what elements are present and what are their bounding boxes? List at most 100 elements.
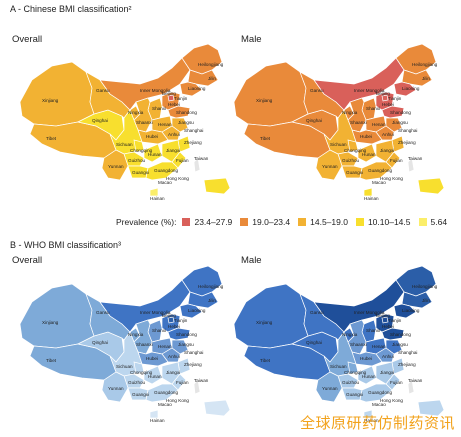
province-label-ningxia: Ningxia: [342, 110, 358, 115]
province-islands: [203, 399, 231, 417]
province-label-shandong: Shandong: [390, 110, 411, 115]
province-label-ningxia: Ningxia: [128, 332, 144, 337]
province-label-yunnan: Yunnan: [322, 164, 338, 169]
legend-swatch: [182, 218, 191, 226]
province-beijing: [381, 94, 389, 102]
watermark-text: 全球原研药仿制药资讯: [299, 414, 455, 432]
province-label-tibet: Tibet: [260, 136, 271, 141]
province-liaoning: [393, 303, 417, 319]
province-label-heilongjiang: Heilongjiang: [412, 284, 438, 289]
section-a-heading: A - Chinese BMI classification²: [10, 4, 132, 14]
province-hunan: [143, 143, 163, 163]
province-xinjiang: [19, 283, 95, 349]
province-label-anhui: Anhui: [168, 354, 180, 359]
province-label-sichuan: Sichuan: [116, 364, 133, 369]
province-shaanxi: [347, 319, 367, 355]
province-islands: [203, 177, 231, 195]
province-label-zhejiang: Zhejiang: [398, 362, 416, 367]
province-hubei: [351, 129, 383, 145]
province-taiwan: [193, 379, 201, 395]
province-label-beijing: Beijing: [162, 91, 176, 96]
province-label-sichuan: Sichuan: [330, 142, 347, 147]
province-label-henan: Henan: [158, 122, 172, 127]
province-jiangsu: [385, 339, 403, 355]
legend-item: 14.5–19.0: [298, 217, 348, 227]
province-yunnan: [315, 149, 343, 181]
province-taiwan: [407, 379, 415, 395]
province-label-heilongjiang: Heilongjiang: [412, 62, 438, 67]
province-label-shaanxi: Shaanxi: [136, 342, 153, 347]
legend-item: 10.10–14.5: [355, 217, 411, 227]
province-label-inner-mongolia: Inner Mongolia: [354, 310, 385, 315]
province-label-anhui: Anhui: [168, 132, 180, 137]
province-label-sichuan: Sichuan: [330, 364, 347, 369]
province-label-xinjiang: Xinjiang: [256, 320, 273, 325]
province-hunan: [357, 143, 377, 163]
province-label-hunan: Hunan: [148, 152, 162, 157]
legend-item-label: 23.4–27.9: [194, 217, 233, 227]
legend-item-label: 10.10–14.5: [367, 217, 411, 227]
province-label-heilongjiang: Heilongjiang: [198, 62, 224, 67]
province-label-xinjiang: Xinjiang: [42, 98, 59, 103]
province-label-qinghai: Qinghai: [306, 118, 322, 123]
province-label-gansu: Gansu: [310, 88, 324, 93]
province-label-fujian: Fujian: [176, 380, 189, 385]
province-label-xinjiang: Xinjiang: [256, 98, 273, 103]
legend-item-label: 14.5–19.0: [310, 217, 348, 227]
province-guangdong: [359, 383, 393, 403]
section-b-male-label: Male: [241, 255, 262, 266]
province-guangdong: [145, 161, 179, 181]
province-liaoning: [393, 81, 417, 97]
province-label-jilin: Jilin: [208, 76, 216, 81]
province-xinjiang: [233, 283, 309, 349]
province-taiwan: [407, 157, 415, 173]
province-label-hubei: Hubei: [360, 134, 372, 139]
province-label-macao: Macao: [158, 180, 172, 185]
province-label-tianjin: Tianjin: [174, 96, 188, 101]
legend-item: 23.4–27.9: [182, 217, 232, 227]
province-label-zhejiang: Zhejiang: [398, 140, 416, 145]
province-label-chongqing: Chongqing: [130, 370, 153, 375]
province-hunan: [143, 365, 163, 385]
province-label-shaanxi: Shaanxi: [136, 120, 153, 125]
province-label-hunan: Hunan: [362, 374, 376, 379]
province-label-hainan: Hainan: [364, 196, 379, 201]
province-label-hainan: Hainan: [150, 196, 165, 201]
province-guangdong: [145, 383, 179, 403]
province-label-guangdong: Guangdong: [368, 168, 392, 173]
province-label-gansu: Gansu: [310, 310, 324, 315]
legend-item: 19.0–23.4: [240, 217, 290, 227]
province-label-fujian: Fujian: [390, 158, 403, 163]
map-who-overall: Xinjiang Tibet Qinghai Gansu Inner Mongolia H…: [19, 265, 231, 423]
legend-swatch: [355, 218, 364, 226]
province-label-shaanxi: Shaanxi: [350, 120, 367, 125]
province-label-guangxi: Guangxi: [132, 170, 149, 175]
province-hainan: [363, 409, 373, 419]
province-beijing: [167, 94, 175, 102]
province-label-qinghai: Qinghai: [306, 340, 322, 345]
province-label-hongkong: Hong Kong: [166, 176, 189, 181]
province-hunan: [357, 365, 377, 385]
province-label-tianjin: Tianjin: [174, 318, 188, 323]
province-label-jiangxi: Jiangxi: [380, 148, 394, 153]
province-label-macao: Macao: [158, 402, 172, 407]
legend-swatch: [298, 218, 307, 226]
province-label-guizhou: Guizhou: [342, 158, 360, 163]
province-label-taiwan: Taiwan: [408, 378, 423, 383]
province-islands: [417, 399, 445, 417]
province-label-yunnan: Yunnan: [108, 164, 124, 169]
province-label-beijing: Beijing: [162, 313, 176, 318]
province-label-ningxia: Ningxia: [128, 110, 144, 115]
province-label-jilin: Jilin: [208, 298, 216, 303]
map-chinese-male: Xinjiang Tibet Qinghai Gansu Inner Mongolia H…: [233, 43, 445, 201]
province-label-hainan: Hainan: [364, 418, 379, 423]
province-label-liaoning: Liaoning: [402, 86, 420, 91]
province-hubei: [137, 351, 169, 367]
province-label-henan: Henan: [372, 344, 386, 349]
section-a-overall-label: Overall: [12, 34, 43, 45]
province-label-guizhou: Guizhou: [128, 380, 146, 385]
province-label-guangxi: Guangxi: [346, 170, 363, 175]
province-hainan: [149, 409, 159, 419]
province-label-hongkong: Hong Kong: [380, 398, 403, 403]
province-label-inner-mongolia: Inner Mongolia: [140, 310, 171, 315]
